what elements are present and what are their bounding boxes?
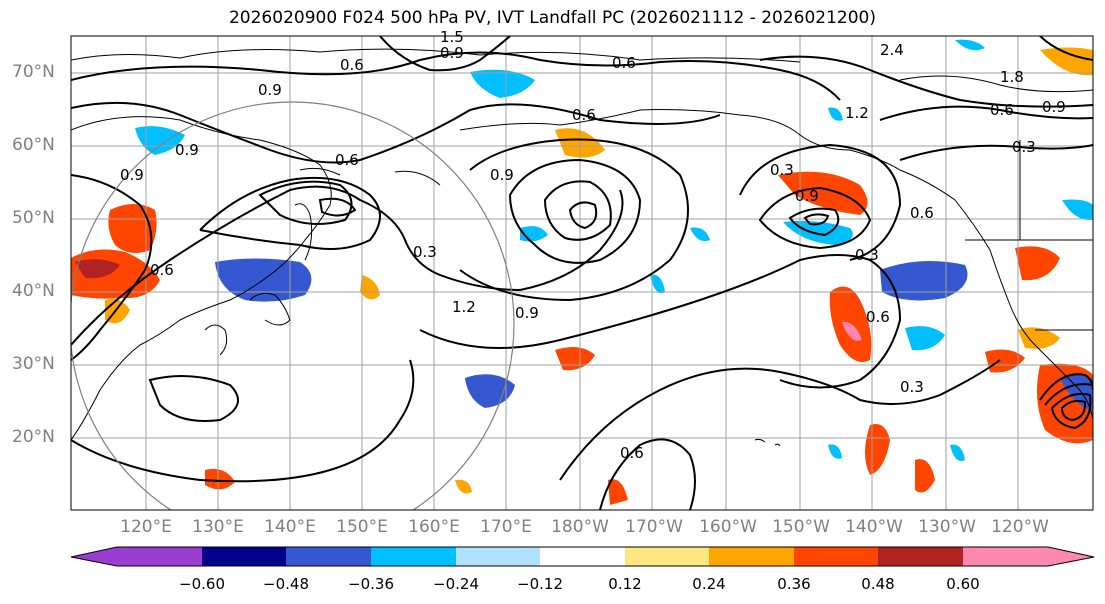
colorbar-cell (71, 547, 202, 566)
lon-label: 140°W (845, 517, 903, 537)
lon-label: 130°E (192, 517, 244, 537)
colorbar-tick-label: 0.24 (692, 575, 726, 593)
lon-label: 160°W (699, 517, 757, 537)
chart-title: 2026020900 F024 500 hPa PV, IVT Landfall… (228, 8, 876, 28)
colorbar-tick-label: −0.12 (517, 575, 563, 593)
colorbar-cell (371, 547, 456, 566)
contour-label: 0.9 (1042, 98, 1066, 116)
colorbar-cell (202, 547, 286, 566)
contour-label: 0.9 (175, 141, 199, 159)
contour-label: 0.6 (612, 54, 636, 72)
colorbar (70, 546, 1095, 567)
contour-label: 0.3 (1012, 138, 1036, 156)
pv-contours (71, 36, 1093, 510)
lon-label: 150°E (336, 517, 388, 537)
contour-label: 1.5 (440, 28, 464, 46)
colorbar-cell (794, 547, 878, 566)
contour-label: 0.6 (572, 106, 596, 124)
contour-label: 0.3 (770, 161, 794, 179)
contour-label: 0.9 (258, 81, 282, 99)
contour-label: 0.9 (795, 187, 819, 205)
contour-label: 0.6 (340, 56, 364, 74)
lon-label: 170°W (625, 517, 683, 537)
contour-label: 0.9 (120, 166, 144, 184)
analysis-radius-circle (71, 101, 515, 510)
lon-label: 150°W (772, 517, 830, 537)
colorbar-tick-label: 0.12 (608, 575, 642, 593)
contour-label: 0.6 (335, 151, 359, 169)
contour-label: 2.4 (880, 41, 904, 59)
lat-label: 50°N (12, 208, 55, 228)
contour-label: 0.3 (900, 378, 924, 396)
lat-label: 60°N (12, 135, 55, 155)
contour-label: 0.3 (413, 243, 437, 261)
contour-label: 1.2 (452, 298, 476, 316)
colorbar-tick-label: −0.36 (348, 575, 394, 593)
lon-label: 140°E (264, 517, 316, 537)
lon-label: 180°W (551, 517, 609, 537)
contour-label: 0.6 (990, 101, 1014, 119)
lon-label: 130°W (918, 517, 976, 537)
colorbar-tick-label: 0.36 (777, 575, 811, 593)
contour-label: 0.9 (490, 166, 514, 184)
contour-label: 1.8 (1000, 68, 1024, 86)
lat-label: 30°N (12, 354, 55, 374)
contour-label: 0.9 (515, 304, 539, 322)
contour-label: 0.3 (855, 246, 879, 264)
lat-label: 70°N (12, 62, 55, 82)
map-panel: 0.9 1.5 0.6 0.9 0.6 0.9 0.9 0.9 0.6 0.6 … (70, 28, 1094, 511)
colorbar-cell (709, 547, 794, 566)
colorbar-tick-label: −0.60 (179, 575, 225, 593)
contour-label-group: 0.9 1.5 0.6 0.9 0.6 0.9 0.9 0.9 0.6 0.6 … (120, 28, 1066, 462)
colorbar-outline (70, 546, 1095, 567)
contour-label: 0.6 (910, 204, 934, 222)
colorbar-cell (540, 547, 625, 566)
colorbar-cell (286, 547, 371, 566)
colorbar-tick-label: 0.48 (861, 575, 895, 593)
colorbar-tick-label: −0.24 (433, 575, 479, 593)
contour-label: 0.6 (620, 444, 644, 462)
map-gridlines (71, 36, 1093, 510)
colorbar-cell (878, 547, 963, 566)
lon-label: 160°E (408, 517, 460, 537)
colorbar-tick-label: −0.48 (263, 575, 309, 593)
colorbar-cell (625, 547, 709, 566)
contour-label: 0.9 (440, 44, 464, 62)
colorbar-cell (963, 547, 1094, 566)
contour-label: 0.6 (866, 308, 890, 326)
lon-label: 170°E (480, 517, 532, 537)
lat-label: 40°N (12, 281, 55, 301)
contour-label: 1.2 (845, 104, 869, 122)
lon-label: 120°W (991, 517, 1049, 537)
lat-label: 20°N (12, 427, 55, 447)
colorbar-cell (456, 547, 540, 566)
colorbar-tick-label: 0.60 (946, 575, 980, 593)
lon-label: 120°E (120, 517, 172, 537)
contour-label: 0.6 (150, 261, 174, 279)
